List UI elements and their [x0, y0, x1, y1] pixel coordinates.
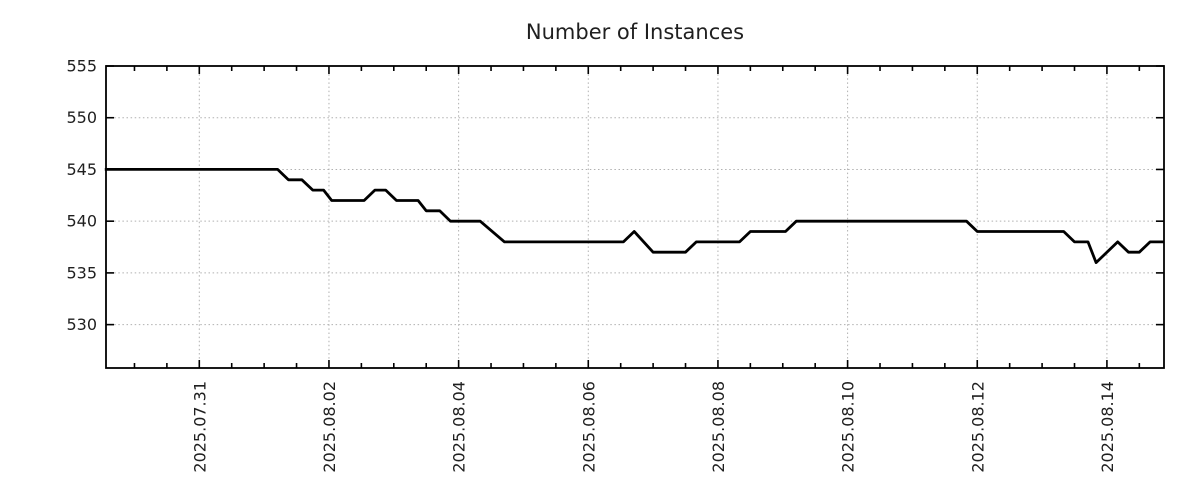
- y-tick-label: 540: [66, 212, 97, 231]
- x-tick-label: 2025.08.08: [709, 381, 728, 473]
- x-tick-label: 2025.07.31: [190, 381, 209, 473]
- x-tick-label: 2025.08.14: [1098, 381, 1117, 473]
- tick-layer: [106, 65, 1164, 368]
- x-tick-label: 2025.08.02: [320, 381, 339, 473]
- x-tick-label: 2025.08.06: [579, 381, 598, 473]
- label-layer: 555 550 545 540 535 530 2025.07.31 2025.08.02 20…: [66, 57, 1116, 473]
- y-tick-label: 555: [66, 57, 97, 76]
- x-tick-label: 2025.08.10: [839, 381, 858, 473]
- x-tick-label: 2025.08.12: [968, 381, 987, 473]
- y-tick-label: 530: [66, 315, 97, 334]
- series-layer: [104, 167, 1164, 265]
- y-tick-label: 535: [66, 263, 97, 282]
- grid-layer: [106, 66, 1164, 368]
- chart-title: Number of Instances: [526, 20, 744, 44]
- plot-border: [105, 65, 1165, 369]
- y-tick-label: 545: [66, 160, 97, 179]
- x-tick-label: 2025.08.04: [450, 381, 469, 473]
- y-tick-label: 550: [66, 108, 97, 127]
- series-line: [104, 167, 1164, 265]
